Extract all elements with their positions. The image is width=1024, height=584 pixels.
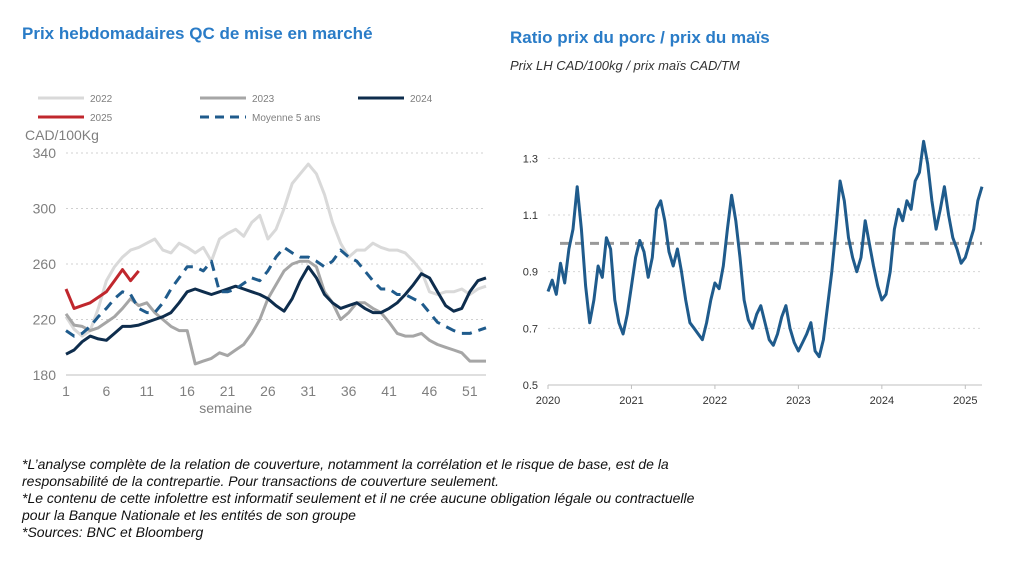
series-line <box>64 268 140 310</box>
y-tick-label: 340 <box>33 145 57 161</box>
legend-label: 2022 <box>90 94 113 105</box>
x-tick-label: 46 <box>422 383 438 399</box>
x-tick-label: 2022 <box>703 395 727 407</box>
footnotes: *L’analyse complète de la relation de co… <box>22 456 1002 541</box>
x-axis-label: semaine <box>199 400 252 416</box>
x-tick-label: 2021 <box>619 395 643 407</box>
x-tick-label: 2024 <box>870 395 894 407</box>
x-tick-label: 21 <box>220 383 236 399</box>
legend-label: Moyenne 5 ans <box>252 113 320 124</box>
x-tick-label: 51 <box>462 383 478 399</box>
x-tick-label: 2025 <box>953 395 977 407</box>
x-tick-label: 1 <box>62 383 70 399</box>
x-tick-label: 26 <box>260 383 276 399</box>
series-line <box>65 245 487 338</box>
y-tick-label: 180 <box>33 367 57 383</box>
x-tick-label: 2020 <box>536 395 560 407</box>
hog-corn-ratio-chart: 0.5 0.7 0.9 1.1 1.3 2020 2021 2022 2023 2024 2025 <box>523 139 984 407</box>
x-tick-label: 2023 <box>786 395 810 407</box>
y-tick-label: 1.1 <box>523 210 538 222</box>
series-line <box>64 162 487 338</box>
y-tick-label: 220 <box>33 312 57 328</box>
x-tick-label: 41 <box>381 383 397 399</box>
y-tick-label: 0.5 <box>523 380 538 392</box>
x-tick-label: 36 <box>341 383 357 399</box>
series-line <box>546 139 984 359</box>
footnote-line: responsabilité de la contrepartie. Pour … <box>22 473 500 489</box>
legend-label: 2025 <box>90 113 113 124</box>
y-axis-unit-label: CAD/100Kg <box>25 127 99 143</box>
right-chart-subtitle: Prix LH CAD/100kg / prix maïs CAD/TM <box>510 58 740 73</box>
y-tick-label: 300 <box>33 201 57 217</box>
footnote-line: *Le contenu de cette infolettre est info… <box>22 490 695 506</box>
y-tick-label: 0.9 <box>523 267 538 279</box>
y-tick-label: 1.3 <box>523 153 538 165</box>
x-tick-label: 16 <box>179 383 195 399</box>
x-tick-label: 11 <box>139 383 154 399</box>
left-chart-title: Prix hebdomadaires QC de mise en marché <box>22 24 373 43</box>
series-line <box>64 259 486 366</box>
legend-label: 2024 <box>410 94 433 105</box>
right-chart-title: Ratio prix du porc / prix du maïs <box>510 28 770 47</box>
footnote-line: *L’analyse complète de la relation de co… <box>22 456 669 472</box>
y-tick-label: 0.7 <box>523 323 538 335</box>
x-tick-label: 31 <box>301 383 317 399</box>
y-tick-label: 260 <box>33 256 57 272</box>
legend-label: 2023 <box>252 94 275 105</box>
series-line <box>65 265 487 356</box>
footnote-line: pour la Banque Nationale et les entités … <box>22 507 356 523</box>
x-tick-label: 6 <box>102 383 110 399</box>
footnote-line: *Sources: BNC et Bloomberg <box>22 524 204 540</box>
